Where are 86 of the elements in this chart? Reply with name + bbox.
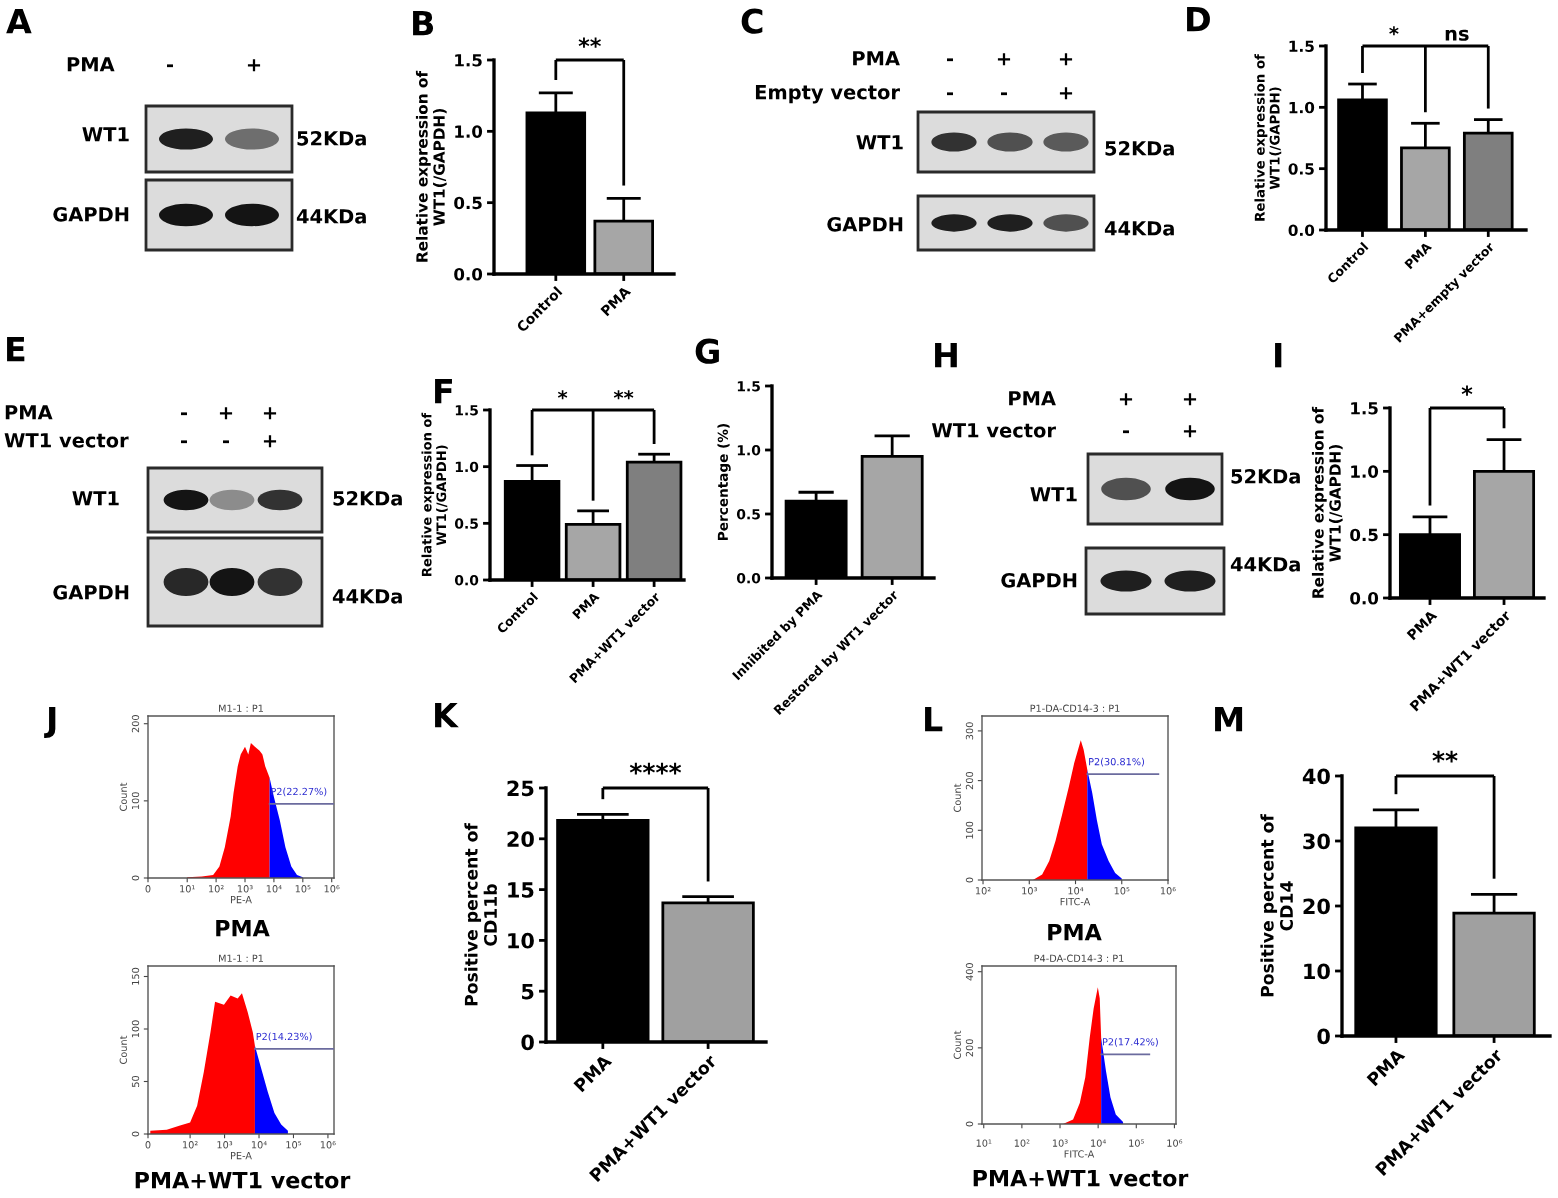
text: ** [613, 390, 634, 400]
text: 44KDa [296, 209, 366, 224]
y-tick-label: 10 [1304, 963, 1330, 980]
text: - [181, 440, 187, 444]
y-tick-label: 5 [522, 983, 534, 1000]
text: E [7, 337, 25, 362]
chart-title: J [44, 707, 56, 738]
y-tick-label: 40 [1302, 768, 1330, 785]
text: 44KDa [1104, 221, 1174, 236]
y-tick-label: 1.5 [1351, 402, 1378, 415]
text: PMA [853, 51, 900, 66]
y-tick-label: 1.5 [455, 54, 482, 67]
y-tick-label: 0 [521, 1034, 534, 1051]
chart-title: L [925, 707, 943, 732]
text: - [181, 412, 187, 416]
text: WT1 [1030, 487, 1077, 502]
y-tick-label: 20 [507, 831, 534, 848]
text: + [1059, 87, 1073, 100]
y-axis-title: Positive percent of CD14 [1260, 813, 1294, 997]
chart-title: G [695, 338, 719, 364]
text: PMA [216, 919, 270, 937]
text: 52KDa [297, 130, 366, 146]
y-tick-label: 0 [1317, 1028, 1330, 1045]
text: - [1001, 92, 1007, 96]
text: + [263, 407, 277, 420]
text: * [1461, 385, 1473, 396]
y-tick-label: 0.0 [1350, 591, 1379, 605]
y-tick-label: 25 [507, 780, 534, 797]
text: + [247, 59, 261, 72]
text: **** [629, 762, 682, 775]
chart-title: I [1275, 343, 1282, 368]
y-tick-label: 30 [1303, 833, 1330, 850]
text: 44KDa [1230, 557, 1300, 572]
chart-title: K [435, 703, 459, 728]
text: WT1 [856, 135, 903, 150]
chart-title: B [413, 11, 434, 36]
chart-title: M [1215, 707, 1243, 732]
text: - [947, 92, 953, 96]
text: 52KDa [1105, 140, 1174, 156]
text: + [263, 435, 277, 448]
text: - [1123, 430, 1129, 434]
text: * [1389, 26, 1399, 36]
y-tick-label: 20 [1303, 898, 1330, 915]
text: - [223, 440, 229, 444]
text: + [1183, 393, 1197, 406]
text: - [947, 58, 953, 62]
y-tick-label: 0.5 [454, 196, 482, 210]
annotation: WT1 vector [931, 423, 1056, 438]
text: ** [1432, 750, 1458, 763]
text: WT1 vector [4, 433, 129, 448]
text: GAPDH [53, 206, 129, 222]
y-tick-label: 10 [508, 932, 534, 949]
text: WT1 [82, 127, 129, 142]
text: 52KDa [333, 490, 402, 506]
text: GAPDH [827, 216, 903, 232]
text: + [219, 407, 233, 420]
text: PMA+WT1 vector [135, 1171, 351, 1189]
text: C [741, 8, 763, 34]
y-tick-label: 15 [508, 882, 534, 898]
text: PMA [1009, 391, 1056, 406]
text: + [1183, 425, 1197, 438]
text: * [557, 390, 568, 400]
chart-title: F [435, 379, 452, 404]
text: GAPDH [1001, 572, 1077, 588]
text: + [1119, 393, 1133, 406]
text: PMA [67, 57, 115, 72]
y-tick-label: 0.5 [1350, 528, 1378, 542]
y-axis-title: Positive percent of CD11b [464, 822, 498, 1006]
text: H [935, 343, 957, 368]
text: ns [1445, 29, 1469, 41]
text: WT1 [72, 491, 119, 506]
text: 52KDa [1231, 468, 1300, 484]
text: GAPDH [53, 584, 129, 600]
text: - [167, 64, 173, 68]
y-tick-label: 0.0 [454, 267, 483, 281]
text: A [6, 9, 32, 34]
text: + [1059, 53, 1073, 66]
text: PMA [1048, 923, 1102, 941]
y-tick-label: 1.0 [1351, 465, 1379, 478]
text: 44KDa [332, 589, 402, 604]
text: + [997, 53, 1011, 66]
y-tick-label: 1.0 [455, 125, 483, 138]
chart-title: D [1187, 7, 1210, 32]
text: ** [578, 37, 601, 48]
text: PMA [5, 405, 53, 420]
text: Empty vector [755, 85, 900, 104]
